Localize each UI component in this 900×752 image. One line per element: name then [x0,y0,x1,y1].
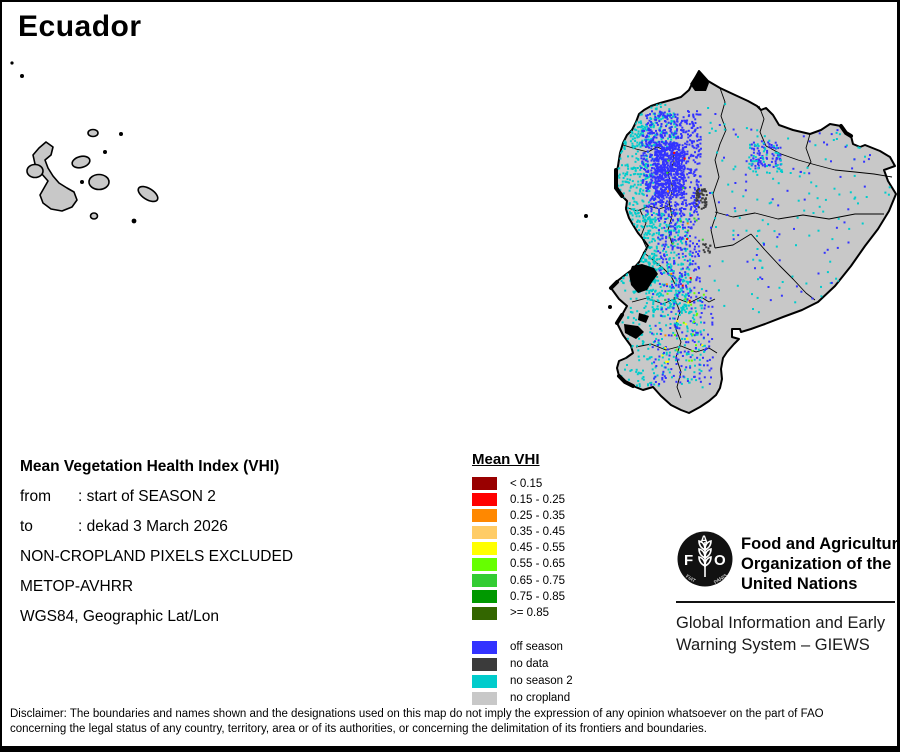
legend-swatch [472,493,497,507]
santiago-island [71,155,91,169]
isabela-island [32,141,78,212]
legend-label: 0.45 - 0.55 [510,542,565,555]
info-line-4: METOP-AVHRR [20,572,293,602]
legend: Mean VHI < 0.15 0.15 - 0.25 0.25 - 0.35 0.3… [472,451,573,709]
info-line-label: from [20,488,51,505]
legend-label: >= 0.85 [510,607,550,619]
vhi-class-row-2: 0.25 - 0.35 [472,509,573,523]
info-line-text: Mean Vegetation Health Index (VHI) [20,458,280,475]
vhi-class-row-6: 0.65 - 0.75 [472,574,573,588]
vhi-class-row-5: 0.55 - 0.65 [472,557,573,571]
info-line-label: to [20,518,33,535]
isla-de-la-plata [584,214,588,218]
disclaimer-line2: concerning the legal status of any count… [10,722,707,735]
disclaimer: Disclaimer: The boundaries and names sho… [10,707,892,736]
fao-logo-icon: F A O FIAT PANIS [677,531,733,587]
water-nodata-blobs [584,70,709,339]
legend-swatch [472,525,497,539]
legend-swatch [472,509,497,523]
north-tip-wedge [690,70,709,91]
legend-label: 0.55 - 0.65 [510,558,565,571]
giews-name: Global Information and Early Warning Sys… [676,614,886,654]
santa-cruz-island [88,173,110,191]
vhi-class-row-4: 0.45 - 0.55 [472,541,573,555]
extra-class-row-1: no data [472,657,573,671]
legend-extra-classes: off season no data no season 2 no cropland [472,640,573,705]
legend-label: 0.75 - 0.85 [510,590,565,603]
fao-letter-f: F [684,552,693,569]
vhi-class-row-0: < 0.15 [472,477,573,490]
vhi-class-row-7: 0.75 - 0.85 [472,590,573,604]
legend-label: 0.35 - 0.45 [510,526,565,539]
fao-divider [676,601,895,603]
legend-swatch [472,574,497,588]
legend-label: 0.65 - 0.75 [510,574,565,587]
small-islets [10,61,137,224]
extra-class-row-3: no cropland [472,691,573,705]
extra-class-row-2: no season 2 [472,674,573,688]
info-line-0: Mean Vegetation Health Index (VHI) [20,452,293,482]
fernandina-island [26,163,44,179]
info-line-text: NON-CROPLAND PIXELS EXCLUDED [20,548,294,565]
legend-swatch [472,691,497,705]
thick-coast-segments [609,124,853,388]
fao-letter-o: O [714,552,726,569]
extra-class-row-0: off season [472,640,573,654]
vhi-class-row-3: 0.35 - 0.45 [472,525,573,539]
legend-swatch [472,590,497,604]
legend-swatch [472,477,497,490]
legend-vhi-classes: < 0.15 0.15 - 0.25 0.25 - 0.35 0.35 - 0.45 0… [472,477,573,620]
info-line-1: from : start of SEASON 2 [20,482,293,512]
info-line-5: WGS84, Geographic Lat/Lon [20,602,293,632]
mainland-ecuador [584,70,897,414]
wheat-ear-icon [698,539,712,577]
info-line-text: : dekad 3 March 2026 [78,518,228,535]
disclaimer-line1: Disclaimer: The boundaries and names sho… [10,708,824,720]
legend-label: 0.15 - 0.25 [510,493,565,506]
info-line-2: to : dekad 3 March 2026 [20,512,293,542]
floreana-island [89,212,99,220]
info-line-text: : start of SEASON 2 [78,488,216,505]
pinta-island [87,128,99,138]
legend-label: off season [510,641,563,653]
legend-label: no cropland [510,692,571,704]
legend-swatch [472,557,497,571]
vhi-class-row-1: 0.15 - 0.25 [472,493,573,507]
san-cristobal-island [137,185,159,203]
legend-title: Mean VHI [472,451,540,468]
legend-swatch [472,674,497,688]
fao-org-name: Food and Agriculture Organization of the… [741,535,900,593]
legend-label: no season 2 [510,675,573,687]
legend-label: 0.25 - 0.35 [510,509,565,522]
legend-swatch [472,657,497,671]
legend-label: no data [510,658,549,670]
fao-letter-a: A [700,534,708,546]
info-line-3: NON-CROPLAND PIXELS EXCLUDED [20,542,293,572]
info-line-text: WGS84, Geographic Lat/Lon [20,608,220,625]
info-line-text: METOP-AVHRR [20,578,134,595]
map-info-block: Mean Vegetation Health Index (VHI) from : … [20,452,293,632]
legend-swatch [472,606,497,620]
vhi-class-row-8: >= 0.85 [472,606,573,620]
fao-motto-fiat: FIAT [684,574,696,585]
page-title: Ecuador [18,10,142,43]
legend-label: < 0.15 [510,477,543,490]
legend-swatch [472,640,497,654]
galapagos-islands [10,61,159,224]
legend-swatch [472,541,497,555]
